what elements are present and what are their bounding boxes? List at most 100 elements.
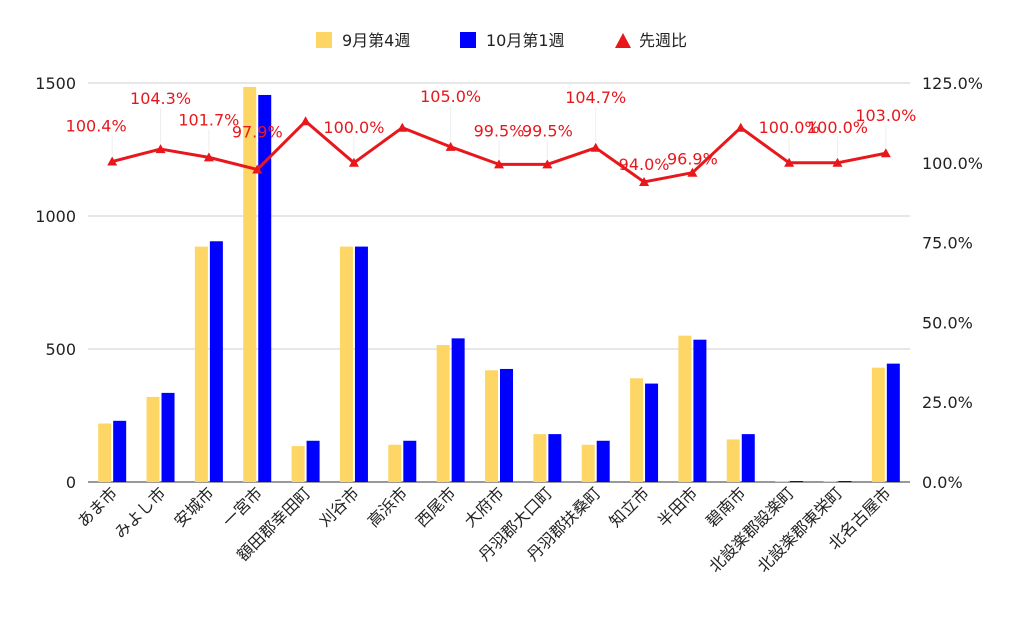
bar-series-2: [693, 339, 707, 482]
bar-series-2: [161, 392, 175, 482]
bar-series-1: [726, 439, 740, 482]
data-label: 104.7%: [565, 88, 626, 107]
data-label: 103.0%: [855, 106, 916, 125]
bar-series-2: [113, 420, 127, 482]
line-marker: [445, 141, 456, 151]
bar-series-1: [630, 378, 644, 482]
y-left-tick-label: 1500: [35, 74, 76, 93]
line-marker: [348, 157, 359, 167]
data-label: 100.0%: [323, 118, 384, 137]
legend-marker-line: [615, 33, 631, 48]
legend-label-line: 先週比: [639, 31, 687, 50]
y-axis-left: 0 500 1000 1500: [35, 74, 76, 492]
category-label: 大府市: [460, 483, 507, 530]
y-right-tick-label: 0.0%: [922, 473, 963, 492]
line-marker: [494, 159, 504, 169]
bar-series-1: [291, 446, 305, 482]
line-marker: [397, 122, 408, 132]
line-marker: [784, 157, 795, 167]
category-label: 碧南市: [702, 483, 749, 530]
line-marker: [203, 152, 214, 162]
y-right-tick-label: 25.0%: [922, 393, 973, 412]
y-right-tick-label: 125.0%: [922, 74, 983, 93]
bar-series-2: [548, 434, 562, 482]
bar-series-2: [403, 440, 417, 482]
bar-series-2: [596, 440, 610, 482]
bar-series-1: [871, 367, 885, 482]
bar-series-1: [339, 246, 353, 482]
category-label: 知立市: [606, 483, 653, 530]
data-label: 100.0%: [807, 118, 868, 137]
legend: 9月第4週 10月第1週 先週比: [316, 31, 687, 50]
line-marker: [832, 157, 843, 167]
legend-swatch-series-1: [316, 32, 332, 48]
data-label: 99.5%: [474, 121, 525, 140]
line-marker: [687, 167, 698, 177]
data-label: 105.0%: [420, 87, 481, 106]
y-right-tick-label: 100.0%: [922, 154, 983, 173]
bar-series-2: [790, 481, 804, 482]
category-label: 北設楽郡東栄町: [754, 483, 847, 576]
category-label: 高浜市: [364, 483, 411, 530]
category-label: 安城市: [170, 483, 217, 530]
y-right-tick-label: 50.0%: [922, 313, 973, 332]
bar-series-2: [741, 434, 755, 482]
bar-series-2: [645, 383, 659, 482]
data-label: 97.9%: [232, 123, 283, 142]
category-label: あま市: [74, 483, 121, 530]
legend-label-series-1: 9月第4週: [342, 31, 410, 50]
bar-series-2: [838, 481, 852, 482]
bar-series-1: [581, 444, 595, 482]
line-marker: [300, 116, 311, 126]
bar-series-2: [306, 440, 320, 482]
bar-series-2: [886, 363, 900, 482]
bar-series-1: [146, 396, 160, 482]
category-label: 一宮市: [219, 483, 266, 530]
bar-series-2: [354, 246, 368, 482]
bar-series-1: [485, 370, 498, 482]
bar-series-1: [243, 86, 257, 483]
bar-series-2: [258, 94, 272, 482]
line-marker: [590, 142, 601, 152]
bar-series-1: [775, 481, 789, 482]
category-label: 西尾市: [412, 483, 459, 530]
data-label: 94.0%: [619, 155, 670, 174]
line-series: [107, 116, 891, 186]
bar-series-1: [436, 345, 450, 482]
bar-series-2: [451, 338, 465, 482]
y-left-tick-label: 500: [45, 340, 76, 359]
bar-series-1: [678, 335, 692, 482]
data-label: 100.0%: [759, 118, 820, 137]
bar-series-2: [209, 241, 223, 482]
line-marker: [542, 159, 553, 169]
y-left-tick-label: 1000: [35, 207, 76, 226]
y-axis-right: 0.0% 25.0% 50.0% 75.0% 100.0% 125.0%: [922, 74, 983, 492]
data-labels: 100.4%104.3% 101.7%97.9% 100.0% 105.0% 99.5%…: [66, 87, 917, 174]
label-leaders: [111, 105, 887, 176]
data-label: 99.5%: [522, 121, 573, 140]
line-marker: [880, 148, 891, 158]
line-marker: [252, 164, 263, 174]
category-label: 北設楽郡設楽町: [705, 483, 798, 576]
y-right-tick-label: 75.0%: [922, 234, 973, 253]
line-marker: [155, 144, 166, 154]
line-marker: [735, 122, 746, 132]
bars: [98, 86, 900, 483]
bar-series-1: [823, 481, 837, 482]
data-label: 101.7%: [178, 110, 239, 129]
bar-series-1: [388, 444, 402, 482]
gridlines: [88, 82, 910, 483]
legend-label-series-2: 10月第1週: [486, 31, 565, 50]
bar-series-1: [533, 434, 547, 482]
data-label: 100.4%: [66, 117, 127, 136]
bar-series-2: [500, 368, 513, 482]
y-left-tick-label: 0: [66, 473, 76, 492]
category-label: 刈谷市: [315, 483, 362, 530]
bar-series-1: [98, 423, 112, 482]
category-label: みよし市: [111, 483, 170, 542]
line-marker: [107, 156, 118, 166]
data-label: 96.9%: [667, 150, 718, 169]
legend-swatch-series-2: [460, 32, 476, 48]
